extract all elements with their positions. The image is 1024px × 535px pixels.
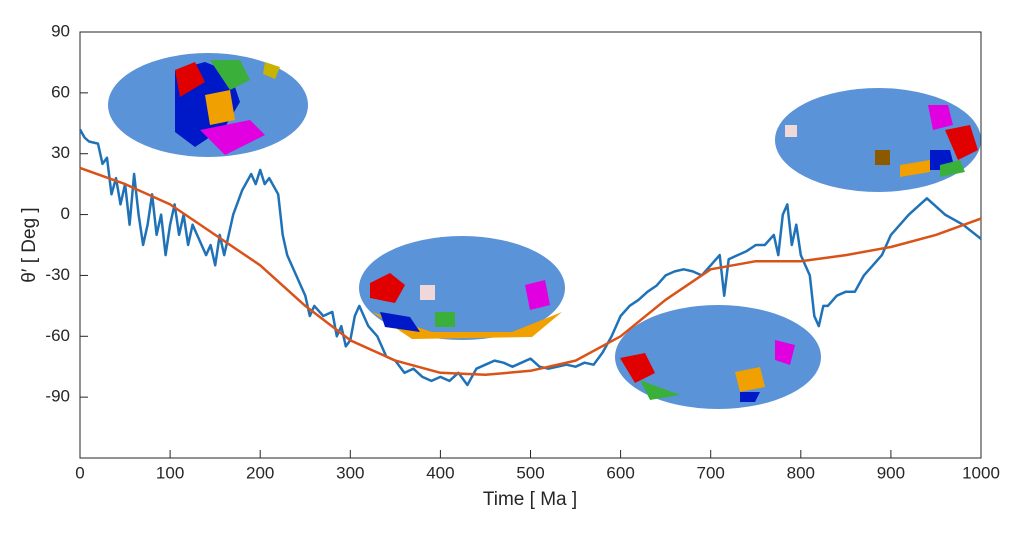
x-tick-label: 300 [336,463,364,482]
y-tick-label: 0 [61,204,70,223]
map-inset [615,305,821,409]
y-tick-label: 30 [51,143,70,162]
x-tick-label: 0 [75,463,84,482]
x-tick-label: 200 [246,463,274,482]
y-tick-label: -60 [45,326,70,345]
map-inset [775,88,981,192]
x-tick-label: 100 [156,463,184,482]
x-tick-label: 700 [697,463,725,482]
y-tick-label: 90 [51,21,70,40]
y-tick-label: -30 [45,265,70,284]
x-axis-label: Time [ Ma ] [483,489,577,510]
series-line [79,166,982,377]
y-tick-label: 60 [51,82,70,101]
y-axis-label: θ′ [ Deg ] [19,207,40,282]
x-tick-label: 900 [877,463,905,482]
series-line [78,128,982,387]
map-inset [108,53,308,157]
x-tick-label: 1000 [962,463,1000,482]
x-tick-label: 800 [787,463,815,482]
x-tick-label: 500 [516,463,544,482]
y-tick-label: -90 [45,387,70,406]
map-inset [359,236,565,340]
x-tick-label: 400 [426,463,454,482]
map-insets [108,53,981,409]
x-tick-label: 600 [606,463,634,482]
